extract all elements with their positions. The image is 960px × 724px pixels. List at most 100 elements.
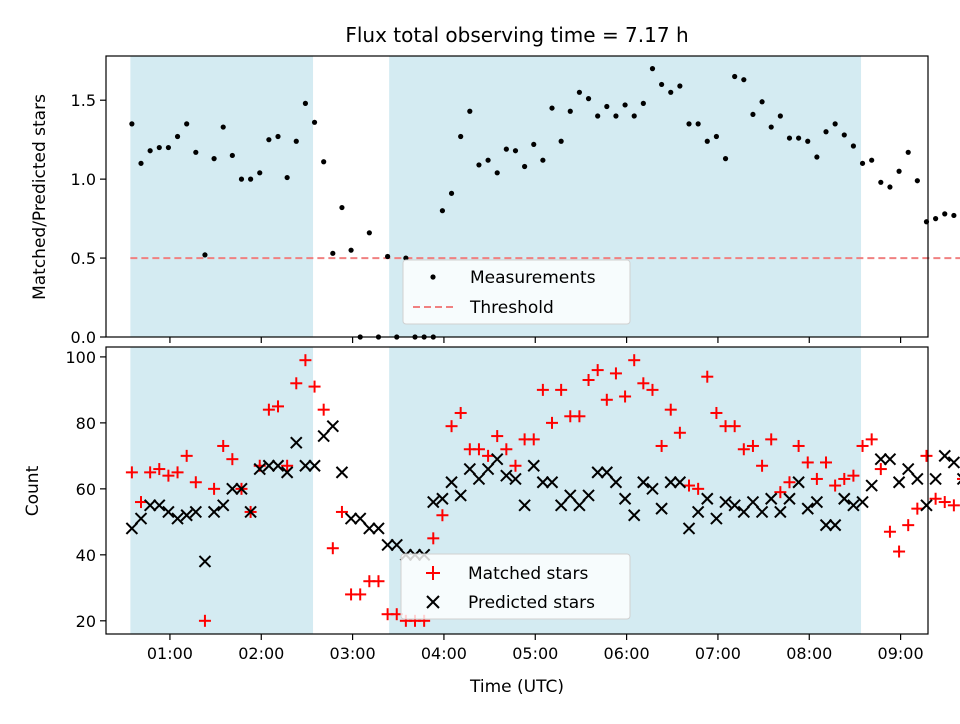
predicted-stars-point — [847, 499, 860, 512]
measurement-point — [942, 211, 948, 217]
predicted-stars-point — [892, 476, 906, 489]
matched-stars-point — [317, 403, 330, 416]
predicted-stars-point — [217, 499, 230, 512]
matched-stars-point — [135, 496, 148, 509]
predicted-stars-point — [701, 492, 714, 505]
measurement-point — [321, 159, 327, 165]
measurement-point — [558, 138, 564, 144]
matched-stars-point — [189, 476, 202, 489]
predicted-stars-point — [810, 495, 824, 509]
matched-stars-point — [454, 406, 467, 419]
predicted-stars-point — [143, 499, 157, 512]
predicted-stars-point — [902, 462, 915, 476]
top-plot-frame — [105, 55, 929, 338]
legend-predicted-stars-marker — [426, 595, 440, 609]
predicted-stars-point — [381, 538, 394, 552]
measurement-point — [467, 108, 473, 114]
measurement-point — [366, 230, 372, 236]
matched-stars-point — [546, 416, 559, 429]
bottom-x-tick-label: 05:00 — [512, 644, 558, 663]
predicted-stars-point — [527, 459, 540, 472]
measurement-point — [741, 77, 747, 83]
matched-stars-point — [911, 502, 924, 515]
measurement-point — [220, 124, 226, 130]
bottom-x-tick-label: 07:00 — [695, 644, 741, 663]
matched-stars-point — [171, 466, 184, 479]
bottom-x-tick-label: 09:00 — [878, 644, 924, 663]
matched-stars-point — [500, 443, 513, 456]
measurement-point — [914, 178, 920, 184]
matched-stars-point — [582, 373, 595, 386]
bottom-x-tick-label: 06:00 — [604, 644, 650, 663]
matched-stars-point — [829, 479, 842, 492]
predicted-stars-point — [207, 505, 221, 519]
measurement-point — [933, 216, 939, 222]
predicted-stars-point — [326, 419, 340, 433]
matched-stars-point — [491, 430, 504, 443]
matched-stars-point — [427, 532, 440, 545]
matched-stars-point — [929, 492, 942, 505]
predicted-stars-point — [554, 499, 568, 512]
matched-stars-point — [737, 443, 750, 456]
measurement-point — [631, 113, 637, 119]
predicted-stars-point — [664, 476, 677, 489]
measurement-point — [549, 105, 555, 111]
predicted-stars-point — [628, 509, 641, 522]
measurement-point — [248, 176, 254, 182]
predicted-stars-point — [134, 512, 148, 525]
measurement-point — [805, 138, 811, 144]
measurement-point — [722, 156, 729, 162]
predicted-stars-point — [637, 476, 650, 489]
measurement-point — [448, 190, 455, 196]
predicted-stars-point — [344, 512, 358, 525]
measurement-point — [522, 163, 528, 170]
measurement-point — [385, 253, 391, 260]
matched-stars-point — [482, 449, 495, 462]
predicted-stars-point — [198, 555, 212, 568]
matched-stars-point — [226, 453, 239, 466]
measurement-point — [211, 156, 217, 162]
measurement-point — [275, 133, 281, 140]
matched-stars-point — [664, 403, 677, 416]
predicted-stars-point — [271, 459, 285, 472]
matched-stars-point — [198, 614, 211, 627]
predicted-stars-point — [883, 452, 897, 466]
measurement-point — [147, 148, 153, 154]
predicted-stars-point — [582, 489, 595, 502]
measurement-point — [238, 176, 245, 182]
predicted-stars-point — [719, 495, 732, 509]
bottom-axes: 20 40 60 80 100 01:00 02:00 03:00 04:00 05:00 06:0… — [65, 348, 923, 663]
predicted-stars-point — [491, 452, 504, 466]
bottom-x-tick-label: 02:00 — [238, 644, 284, 663]
measurement-point — [257, 170, 263, 176]
legend-matched-stars-label: Matched stars — [468, 564, 588, 584]
measurement-point — [302, 100, 309, 106]
predicted-stars-point — [125, 522, 139, 535]
measurement-point — [585, 96, 592, 102]
predicted-stars-point — [728, 499, 741, 512]
measurement-point — [202, 252, 208, 258]
measurement-point — [458, 133, 464, 140]
bottom-x-tick-label: 04:00 — [421, 644, 467, 663]
measurement-point — [184, 121, 190, 127]
matched-stars-point — [646, 383, 659, 396]
predicted-stars-point — [262, 459, 276, 472]
measurement-point — [229, 152, 235, 159]
matched-stars-point — [847, 469, 860, 482]
measurement-point — [704, 138, 710, 144]
predicted-stars-point — [737, 505, 751, 519]
bottom-y-axis-label: Count — [23, 465, 43, 516]
measurement-point — [896, 168, 902, 174]
predicted-stars-point — [682, 522, 696, 535]
measurement-point — [595, 113, 601, 119]
predicted-stars-point — [838, 492, 851, 505]
bottom-y-tick-label: 80 — [76, 414, 96, 433]
predicted-stars-point — [911, 472, 924, 486]
predicted-stars-point — [244, 505, 257, 519]
measurement-point — [138, 160, 144, 166]
predicted-stars-point — [819, 518, 833, 532]
matched-stars-point — [765, 433, 778, 446]
predicted-stars-point — [783, 492, 796, 505]
predicted-stars-point — [463, 462, 477, 476]
matched-stars-point — [436, 509, 449, 522]
